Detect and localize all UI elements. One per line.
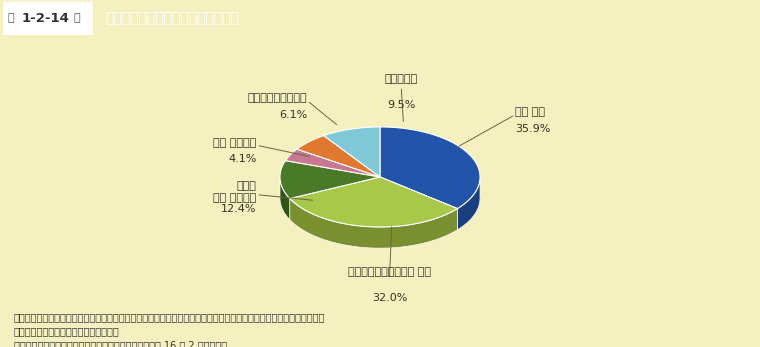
Polygon shape [280,176,290,220]
Text: わからない: わからない [385,74,418,84]
Polygon shape [290,198,458,248]
Text: 注）「身近な生活の安全と国の総合的な安全の確保のため、高い科学技術の水準が必要である」という意見についてど: 注）「身近な生活の安全と国の総合的な安全の確保のため、高い科学技術の水準が必要で… [14,312,325,322]
Text: う思うかという問いに対する回答。: う思うかという問いに対する回答。 [14,326,119,336]
Polygon shape [286,149,380,177]
Text: 図: 図 [74,13,81,23]
Text: そう 思わない: そう 思わない [214,138,256,148]
Text: 6.1%: 6.1% [279,110,307,120]
Polygon shape [458,177,480,230]
Polygon shape [297,136,380,177]
Text: あまり
そう 思わない: あまり そう 思わない [214,181,256,203]
Text: 資料：内閣府「科学技術と社会に関する世論調査（平成 16 年 2 月調査）」: 資料：内閣府「科学技術と社会に関する世論調査（平成 16 年 2 月調査）」 [14,340,226,347]
Text: 12.4%: 12.4% [221,204,256,214]
Text: 35.9%: 35.9% [515,124,551,134]
Text: 9.5%: 9.5% [387,101,416,110]
Text: 1-2-14: 1-2-14 [22,12,70,25]
Polygon shape [280,161,380,198]
Text: 4.1%: 4.1% [228,154,256,164]
Ellipse shape [280,173,480,223]
Polygon shape [290,177,458,227]
Text: どちらともいえない: どちらともいえない [248,93,307,103]
Text: そう 思う: そう 思う [515,107,546,117]
Text: 32.0%: 32.0% [372,294,407,304]
Text: 安全確保のため高い科学技術が必要: 安全確保のため高い科学技術が必要 [105,11,239,25]
Text: 第: 第 [8,13,14,23]
Polygon shape [380,127,480,209]
Polygon shape [324,127,380,177]
Text: どちらかというとそう 思う: どちらかというとそう 思う [348,267,431,277]
FancyBboxPatch shape [4,2,92,34]
